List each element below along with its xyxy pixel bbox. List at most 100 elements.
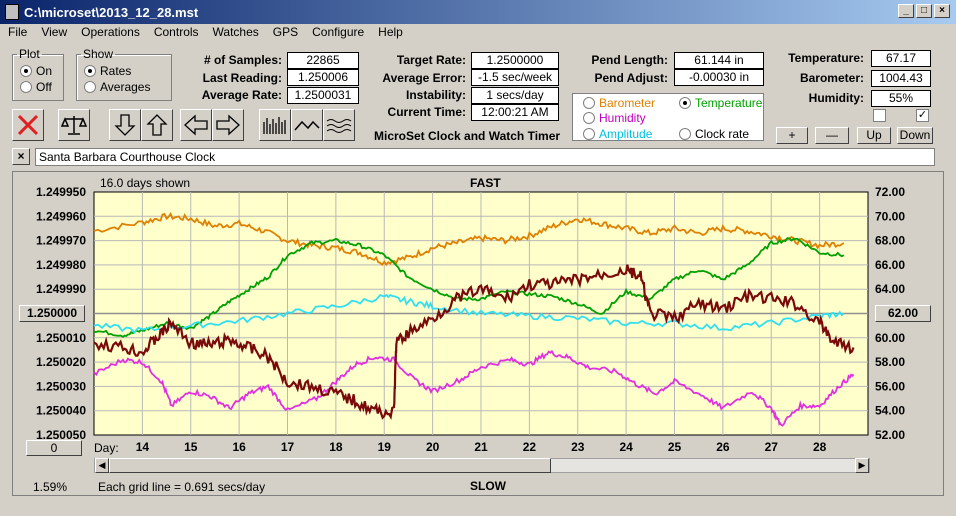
- plot-on-radio[interactable]: On: [20, 64, 52, 78]
- show-rates-radio[interactable]: Rates: [84, 64, 131, 78]
- sensor-temperature-radio[interactable]: Temperature: [679, 96, 762, 110]
- grid-lines: [94, 192, 868, 435]
- radio-rates-indicator[interactable]: [84, 65, 96, 77]
- pend-adjust-label: Pend Adjust:: [594, 71, 668, 85]
- pend-adjust-value: -0.00030 in: [674, 69, 764, 86]
- right-axis-tick-label: 60.00: [875, 331, 905, 345]
- avg-rate-value: 1.2500031: [287, 87, 359, 104]
- radio-indicator[interactable]: [679, 128, 691, 140]
- close-icon[interactable]: ×: [934, 4, 950, 18]
- minimize-icon[interactable]: _: [898, 4, 914, 18]
- x-tick-label: 16: [232, 440, 246, 454]
- left-bottom-button[interactable]: 0: [26, 440, 82, 456]
- window-title: C:\microset\2013_12_28.mst: [24, 5, 199, 20]
- barometer-label: Barometer:: [799, 71, 864, 85]
- menu-file[interactable]: File: [8, 25, 28, 39]
- plot-off-radio[interactable]: Off: [20, 80, 52, 94]
- scale-down-button[interactable]: Down: [897, 127, 933, 144]
- left-axis-tick-label: 1.250030: [36, 379, 86, 393]
- target-rate-value[interactable]: 1.2500000: [471, 52, 559, 69]
- arrow-right-icon: [216, 114, 240, 136]
- scroll-up-button[interactable]: [141, 109, 173, 141]
- scroll-right-arrow-icon[interactable]: ▶: [855, 458, 869, 473]
- scroll-down-button[interactable]: [109, 109, 141, 141]
- x-tick-label: 25: [668, 440, 682, 454]
- x-tick-label: 20: [426, 440, 440, 454]
- clear-button[interactable]: [12, 109, 44, 141]
- radio-indicator[interactable]: [583, 112, 595, 124]
- left-axis-tick-label: 1.249990: [36, 282, 86, 296]
- right-center-button[interactable]: 62.00: [875, 305, 931, 322]
- pend-length-value[interactable]: 61.144 in: [674, 52, 764, 69]
- radio-indicator[interactable]: [583, 128, 595, 140]
- plot-on-label: On: [36, 64, 53, 78]
- balance-scale-icon: [61, 116, 87, 135]
- scale-minus-button[interactable]: —: [815, 127, 849, 144]
- left-center-button[interactable]: 1.250000: [19, 305, 85, 322]
- instability-value: 1 secs/day: [471, 87, 559, 104]
- squiggle-icon: [326, 119, 352, 133]
- menu-gps[interactable]: GPS: [272, 25, 299, 39]
- checkbox-2[interactable]: ✓: [916, 109, 929, 122]
- sensor-select-box: Barometer Temperature Humidity Amplitude…: [572, 93, 764, 141]
- humidity-label: Humidity:: [808, 91, 864, 105]
- days-shown-label: 16.0 days shown: [100, 176, 191, 190]
- radio-indicator[interactable]: [679, 97, 691, 109]
- x-tick-label: 17: [281, 440, 295, 454]
- scroll-right-button[interactable]: [212, 109, 244, 141]
- x-tick-label: 24: [619, 440, 633, 454]
- scale-plus-button[interactable]: +: [776, 127, 808, 144]
- raw-data-button[interactable]: [259, 109, 291, 141]
- noise-button[interactable]: [323, 109, 355, 141]
- scrollbar-thumb[interactable]: [109, 458, 551, 473]
- x-tick-label: 14: [136, 440, 150, 454]
- x-tick-label: 21: [474, 440, 488, 454]
- checkbox-1[interactable]: [873, 109, 886, 122]
- app-icon[interactable]: [5, 4, 19, 20]
- sensor-humidity-radio[interactable]: Humidity: [583, 111, 646, 125]
- menu-bar: File View Operations Controls Watches GPS Conf…: [0, 24, 956, 42]
- samples-value: 22865: [287, 52, 359, 69]
- sensor-barometer-label: Barometer: [599, 96, 656, 110]
- close-clock-button[interactable]: ×: [12, 148, 30, 165]
- left-axis-tick-label: 1.249950: [36, 185, 86, 199]
- maximize-icon[interactable]: □: [916, 4, 932, 18]
- x-tick-label: 19: [378, 440, 392, 454]
- clock-name-field[interactable]: Santa Barbara Courthouse Clock: [35, 148, 935, 166]
- right-axis-tick-label: 70.00: [875, 209, 905, 223]
- right-axis-tick-label: 66.00: [875, 258, 905, 272]
- barometer-value: 1004.43: [871, 70, 931, 87]
- instability-label: Instability:: [405, 88, 466, 102]
- menu-watches[interactable]: Watches: [212, 25, 259, 39]
- title-bar[interactable]: C:\microset\2013_12_28.mst _ □ ×: [0, 0, 956, 24]
- menu-view[interactable]: View: [41, 25, 68, 39]
- left-axis-tick-label: 1.249980: [36, 258, 86, 272]
- day-prefix-label: Day:: [94, 441, 119, 455]
- menu-help[interactable]: Help: [378, 25, 403, 39]
- sensor-amplitude-radio[interactable]: Amplitude: [583, 127, 652, 141]
- wave-icon: [294, 120, 320, 131]
- menu-controls[interactable]: Controls: [153, 25, 199, 39]
- scroll-left-arrow-icon[interactable]: ◀: [95, 458, 109, 473]
- series-line: [93, 293, 845, 334]
- show-averages-radio[interactable]: Averages: [84, 80, 150, 94]
- horizontal-scrollbar[interactable]: ◀ ▶: [94, 458, 870, 473]
- x-tick-label: 26: [716, 440, 730, 454]
- balance-button[interactable]: [58, 109, 90, 141]
- sensor-clockrate-radio[interactable]: Clock rate: [679, 127, 749, 141]
- sensor-barometer-radio[interactable]: Barometer: [583, 96, 655, 110]
- smooth-button[interactable]: [291, 109, 323, 141]
- radio-off-indicator[interactable]: [20, 81, 32, 93]
- scroll-left-button[interactable]: [180, 109, 212, 141]
- plot-off-label: Off: [36, 80, 52, 94]
- menu-configure[interactable]: Configure: [312, 25, 365, 39]
- radio-indicator[interactable]: [583, 97, 595, 109]
- scale-up-button[interactable]: Up: [857, 127, 891, 144]
- menu-operations[interactable]: Operations: [81, 25, 140, 39]
- graph-panel: 16.0 days shown FAST SLOW 1.59% Each gri…: [12, 171, 944, 496]
- radio-averages-indicator[interactable]: [84, 81, 96, 93]
- radio-on-indicator[interactable]: [20, 65, 32, 77]
- right-axis-tick-label: 72.00: [875, 185, 905, 199]
- pend-length-label: Pend Length:: [591, 53, 668, 67]
- series-line: [93, 264, 855, 420]
